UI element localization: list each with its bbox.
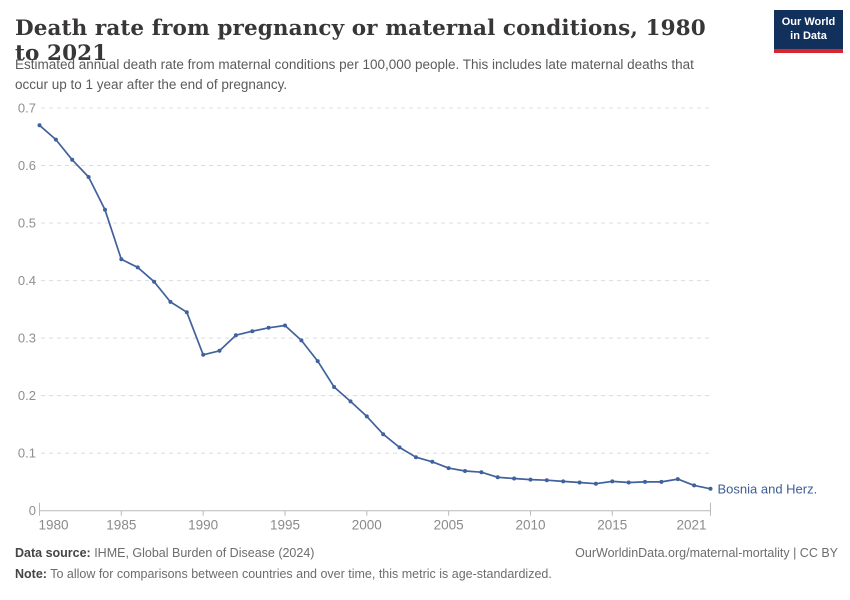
data-point[interactable] (626, 480, 631, 485)
data-point[interactable] (119, 257, 124, 262)
data-source-text: Data source: IHME, Global Burden of Dise… (15, 546, 314, 560)
data-point[interactable] (692, 483, 697, 488)
data-point[interactable] (233, 333, 238, 338)
chart-subtitle: Estimated annual death rate from materna… (15, 57, 694, 92)
data-point[interactable] (348, 399, 353, 404)
data-point[interactable] (364, 414, 369, 419)
data-point[interactable] (315, 359, 320, 364)
data-point[interactable] (266, 325, 271, 330)
note-text: Note: To allow for comparisons between c… (15, 567, 552, 581)
x-tick-label: 1990 (188, 518, 218, 533)
data-point[interactable] (381, 432, 386, 437)
data-point[interactable] (446, 466, 451, 471)
data-point[interactable] (168, 299, 173, 304)
data-point[interactable] (103, 207, 107, 212)
x-tick-label: 2010 (515, 518, 545, 533)
data-point[interactable] (413, 455, 418, 460)
data-point[interactable] (577, 480, 582, 485)
y-tick-label: 0.5 (18, 216, 36, 231)
data-source-label: Data source: (15, 546, 91, 560)
data-point[interactable] (53, 137, 58, 142)
data-source-value: IHME, Global Burden of Disease (2024) (90, 546, 315, 560)
x-tick-label: 2000 (352, 518, 382, 533)
y-tick-label: 0.7 (18, 101, 36, 116)
data-point[interactable] (610, 479, 615, 484)
note-label: Note: (15, 567, 47, 581)
footer-note-row: Note: To allow for comparisons between c… (15, 567, 838, 581)
data-point[interactable] (299, 338, 304, 343)
data-point[interactable] (463, 469, 467, 473)
owid-logo-line2: in Data (790, 29, 827, 42)
data-point[interactable] (512, 476, 517, 481)
data-point[interactable] (135, 265, 140, 270)
x-tick-label: 1980 (39, 518, 69, 533)
data-point[interactable] (708, 486, 713, 491)
data-point[interactable] (283, 323, 287, 328)
data-point[interactable] (430, 459, 435, 464)
data-point[interactable] (561, 479, 566, 484)
footer-source-row: Data source: IHME, Global Burden of Dise… (15, 546, 838, 560)
x-tick-label: 1985 (106, 518, 136, 533)
data-point[interactable] (152, 279, 157, 284)
owid-logo-line1: Our World (781, 16, 836, 28)
data-point[interactable] (217, 348, 222, 353)
note-value: To allow for comparisons between countri… (46, 567, 552, 581)
y-tick-label: 0.1 (18, 446, 36, 461)
data-point[interactable] (659, 479, 664, 484)
x-tick-label: 1995 (270, 518, 300, 533)
data-point[interactable] (250, 329, 255, 334)
y-tick-label: 0.4 (18, 273, 36, 288)
trend-line[interactable] (38, 124, 712, 490)
data-point[interactable] (37, 123, 42, 128)
data-point[interactable] (86, 175, 91, 179)
data-point[interactable] (643, 479, 647, 484)
owid-logo[interactable]: Our World in Data (774, 10, 843, 53)
data-point[interactable] (70, 157, 75, 162)
y-tick-label: 0.2 (18, 388, 36, 403)
data-point[interactable] (528, 477, 533, 482)
series-end-label[interactable]: Bosnia and Herz. (718, 481, 818, 496)
y-tick-label: 0.3 (18, 331, 36, 346)
data-point[interactable] (675, 477, 680, 482)
y-tick-label: 0 (29, 503, 36, 518)
page-title: Death rate from pregnancy or maternal co… (15, 16, 706, 66)
credit-link[interactable]: OurWorldinData.org/maternal-mortality | … (575, 546, 838, 560)
y-tick-label: 0.6 (18, 158, 36, 173)
data-point[interactable] (593, 481, 598, 486)
data-point[interactable] (479, 470, 484, 475)
data-point[interactable] (544, 478, 549, 483)
x-tick-label: 2005 (434, 518, 464, 533)
data-point[interactable] (201, 352, 206, 357)
data-point[interactable] (397, 445, 402, 450)
x-tick-label: 2021 (676, 518, 706, 533)
data-point[interactable] (184, 310, 189, 315)
data-point[interactable] (332, 385, 337, 389)
x-tick-label: 2015 (597, 518, 627, 533)
data-point[interactable] (495, 475, 500, 480)
